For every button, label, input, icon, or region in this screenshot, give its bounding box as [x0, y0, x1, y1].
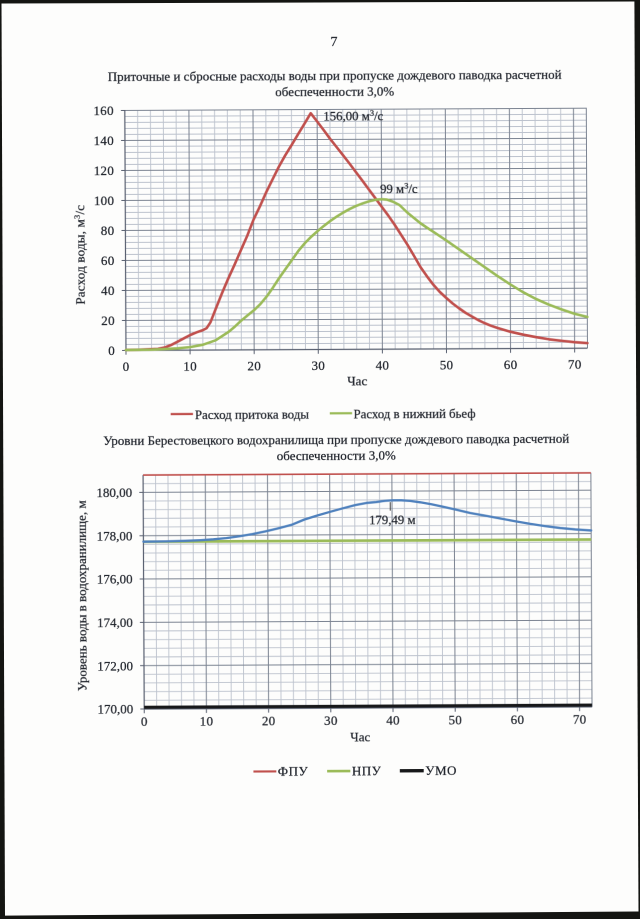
svg-text:30: 30 — [324, 713, 338, 728]
svg-text:0: 0 — [123, 359, 130, 374]
svg-text:170,00: 170,00 — [97, 702, 133, 717]
svg-text:80: 80 — [101, 223, 115, 238]
svg-text:176,00: 176,00 — [97, 572, 133, 587]
svg-text:178,00: 178,00 — [97, 528, 133, 543]
svg-text:70: 70 — [568, 357, 582, 372]
svg-text:100: 100 — [94, 193, 114, 208]
svg-text:Расход в нижний бьеф: Расход в нижний бьеф — [354, 407, 476, 422]
svg-text:40: 40 — [376, 358, 390, 373]
svg-text:60: 60 — [511, 712, 525, 727]
svg-text:174,00: 174,00 — [97, 615, 133, 630]
svg-text:180,00: 180,00 — [96, 485, 132, 500]
svg-text:10: 10 — [200, 714, 214, 729]
svg-text:Расход воды, м3/с: Расход воды, м3/с — [72, 205, 88, 305]
svg-text:0: 0 — [108, 343, 115, 358]
svg-text:Уровень воды в водохранилище,: Уровень воды в водохранилище, м — [74, 500, 90, 691]
svg-text:140: 140 — [94, 133, 114, 148]
svg-text:179,49 м: 179,49 м — [369, 513, 416, 527]
svg-text:60: 60 — [504, 357, 518, 372]
svg-text:УМО: УМО — [425, 763, 457, 778]
svg-text:20: 20 — [247, 358, 261, 373]
svg-text:50: 50 — [440, 358, 454, 373]
svg-text:30: 30 — [312, 358, 326, 373]
svg-text:156,00 м3/с: 156,00 м3/с — [323, 108, 383, 124]
svg-text:172,00: 172,00 — [97, 658, 133, 673]
svg-text:Час: Час — [350, 729, 370, 744]
svg-text:10: 10 — [183, 359, 197, 374]
svg-text:50: 50 — [448, 713, 462, 728]
svg-text:Расход притока воды: Расход притока воды — [195, 408, 309, 423]
svg-text:160: 160 — [93, 103, 113, 118]
svg-text:70: 70 — [573, 712, 587, 727]
svg-text:40: 40 — [101, 283, 115, 298]
svg-text:99 м3/с: 99 м3/с — [380, 181, 418, 197]
svg-text:120: 120 — [94, 163, 114, 178]
svg-text:60: 60 — [101, 253, 115, 268]
svg-text:20: 20 — [101, 313, 115, 328]
svg-text:Час: Час — [347, 373, 367, 388]
svg-text:ФПУ: ФПУ — [278, 764, 309, 779]
svg-text:40: 40 — [386, 713, 400, 728]
svg-text:НПУ: НПУ — [352, 763, 382, 778]
svg-text:0: 0 — [141, 714, 148, 729]
svg-text:20: 20 — [262, 713, 276, 728]
